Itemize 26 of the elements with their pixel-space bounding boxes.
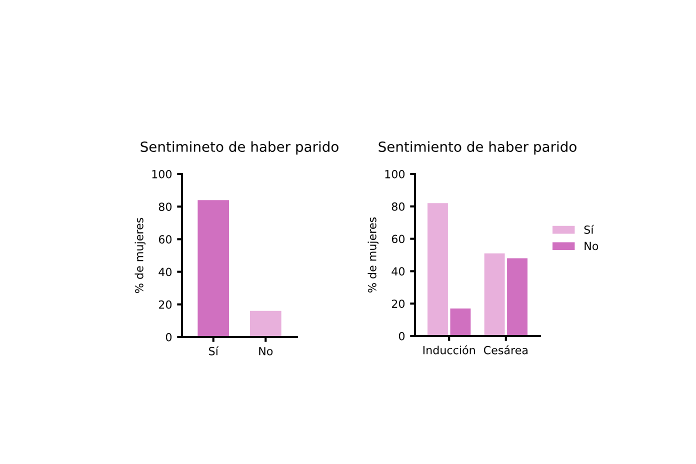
bar bbox=[507, 258, 528, 336]
y-axis-title: % de mujeres bbox=[134, 218, 146, 294]
y-tick-label: 60 bbox=[158, 235, 172, 244]
chart-title: Sentimineto de haber parido bbox=[140, 141, 338, 155]
y-tick-label: 20 bbox=[392, 300, 405, 308]
y-tick-label: 20 bbox=[158, 300, 172, 309]
y-axis-title: % de mujeres bbox=[368, 217, 379, 293]
legend-label: No bbox=[584, 242, 598, 250]
y-tick-label: 100 bbox=[152, 170, 172, 178]
y-tick-label: 80 bbox=[158, 202, 172, 211]
x-tick-label: No bbox=[259, 347, 273, 356]
chart-title: Sentimiento de haber parido bbox=[378, 141, 576, 155]
legend-label: Sí bbox=[584, 224, 594, 234]
y-tick-label: 60 bbox=[392, 234, 405, 244]
y-tick-label: 0 bbox=[166, 332, 172, 342]
x-tick-label: Sí bbox=[209, 346, 219, 356]
x-tick-label: Inducción bbox=[423, 345, 475, 354]
y-tick-label: 0 bbox=[398, 332, 405, 340]
y-tick-label: 80 bbox=[392, 202, 405, 211]
y-tick-label: 40 bbox=[158, 268, 172, 276]
y-tick-label: 40 bbox=[392, 267, 405, 276]
bar bbox=[450, 308, 471, 336]
bar bbox=[428, 203, 448, 336]
y-tick-label: 100 bbox=[385, 170, 405, 178]
x-tick-label: Cesárea bbox=[484, 345, 528, 354]
bar bbox=[484, 253, 505, 336]
